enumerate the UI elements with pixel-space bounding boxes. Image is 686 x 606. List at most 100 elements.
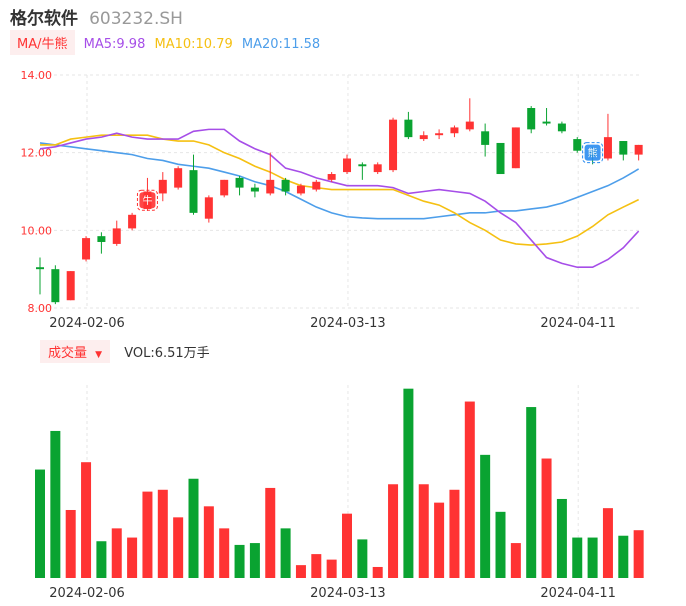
volume-bar <box>418 484 429 578</box>
candlestick <box>634 144 643 161</box>
marker-badge <box>584 144 601 161</box>
candlestick <box>619 141 628 161</box>
marker-label: 牛 <box>142 194 152 207</box>
volume-bar <box>35 469 45 578</box>
candle-body <box>450 127 459 134</box>
candle-body <box>511 127 520 169</box>
candle-body <box>82 238 91 260</box>
candle-body <box>158 179 167 194</box>
x-tick-label: 2024-02-06 <box>49 316 125 331</box>
volume-bar <box>142 491 153 578</box>
candlestick <box>450 125 459 138</box>
volume-bar <box>111 528 122 578</box>
volume-bar <box>50 430 61 578</box>
candle-body <box>296 185 305 194</box>
candlestick <box>389 117 398 173</box>
candlestick <box>266 152 275 196</box>
candle-body <box>573 139 582 151</box>
candle-body <box>220 179 229 196</box>
volume-bar <box>203 506 214 578</box>
candlestick <box>250 183 259 198</box>
volume-bar <box>81 462 92 578</box>
candlestick <box>312 179 321 192</box>
candlestick <box>481 123 490 157</box>
volume-bar <box>219 528 230 578</box>
candlestick <box>496 142 505 175</box>
candle-body <box>435 133 444 136</box>
candle-body <box>557 123 566 132</box>
candle-body <box>634 144 643 155</box>
volume-bar <box>249 543 260 578</box>
candle-body <box>250 187 259 192</box>
volume-bar <box>326 559 337 578</box>
y-tick-label: 10.00 <box>21 224 53 237</box>
candle-body <box>527 108 536 130</box>
ma20-line <box>39 142 640 220</box>
volume-legend: 成交量 ▼ VOL:6.51万手 <box>40 340 210 363</box>
candle-body <box>343 158 351 173</box>
volume-bar <box>434 502 445 578</box>
candle-body <box>66 271 75 301</box>
caret-down-icon: ▼ <box>95 350 103 360</box>
candlestick <box>419 131 428 142</box>
x-tick-label: 2024-03-13 <box>310 586 386 601</box>
candle-body <box>419 135 428 140</box>
volume-bar <box>234 544 245 578</box>
candlestick <box>158 172 167 202</box>
volume-bar <box>587 537 598 578</box>
stock-name: 格尔软件 <box>10 9 78 29</box>
candle-body <box>174 168 183 188</box>
volume-mode-button[interactable]: 成交量 ▼ <box>40 340 111 363</box>
candlestick <box>465 98 474 132</box>
candlestick <box>36 257 44 295</box>
candle-body <box>404 119 413 138</box>
volume-bar <box>65 509 76 578</box>
volume-bar <box>127 537 138 578</box>
volume-bar <box>96 541 107 578</box>
volume-bar <box>388 484 399 578</box>
candle-body <box>481 131 490 145</box>
volume-bar <box>265 487 276 578</box>
candle-body <box>312 181 321 190</box>
x-tick-label: 2024-04-11 <box>540 586 616 601</box>
candlestick <box>603 113 612 161</box>
stock-header: 格尔软件 603232.SH <box>10 4 183 29</box>
candlestick <box>527 106 536 134</box>
ma5-line <box>39 128 640 269</box>
y-tick-label: 8.00 <box>28 302 53 315</box>
bull-bear-marker-icon: 牛 <box>136 189 158 211</box>
candle-body <box>266 179 275 194</box>
volume-mode-label: 成交量 <box>48 346 88 361</box>
y-tick-label: 14.00 <box>21 69 53 82</box>
candle-body <box>235 177 244 188</box>
volume-bar <box>526 407 537 578</box>
candlestick <box>189 154 198 215</box>
volume-bar <box>449 489 460 578</box>
candlestick <box>296 183 305 196</box>
x-tick-label: 2024-04-11 <box>540 316 616 331</box>
candlestick <box>404 111 413 140</box>
bull-bear-marker-icon: 熊 <box>582 142 604 164</box>
ma10-line <box>40 134 639 246</box>
candle-body <box>603 137 612 159</box>
volume-value: VOL:6.51万手 <box>124 346 210 361</box>
ma20-label: MA20:11.58 <box>241 37 321 52</box>
candlestick <box>174 166 183 190</box>
candle-body <box>204 197 213 219</box>
candlestick <box>51 265 60 305</box>
volume-bar <box>295 565 306 578</box>
volume-bar <box>173 517 184 578</box>
candlestick <box>97 232 106 254</box>
volume-bar <box>556 498 567 578</box>
candlestick <box>82 236 91 262</box>
volume-bar <box>188 478 199 578</box>
candle-body <box>112 228 121 244</box>
candlestick <box>66 271 75 301</box>
candle-body <box>36 267 44 270</box>
volume-bar <box>633 530 644 578</box>
ma-mode-button[interactable]: MA/牛熊 <box>10 30 75 55</box>
x-tick-label: 2024-03-13 <box>310 316 386 331</box>
candlestick <box>358 162 367 180</box>
candlestick <box>112 220 121 246</box>
